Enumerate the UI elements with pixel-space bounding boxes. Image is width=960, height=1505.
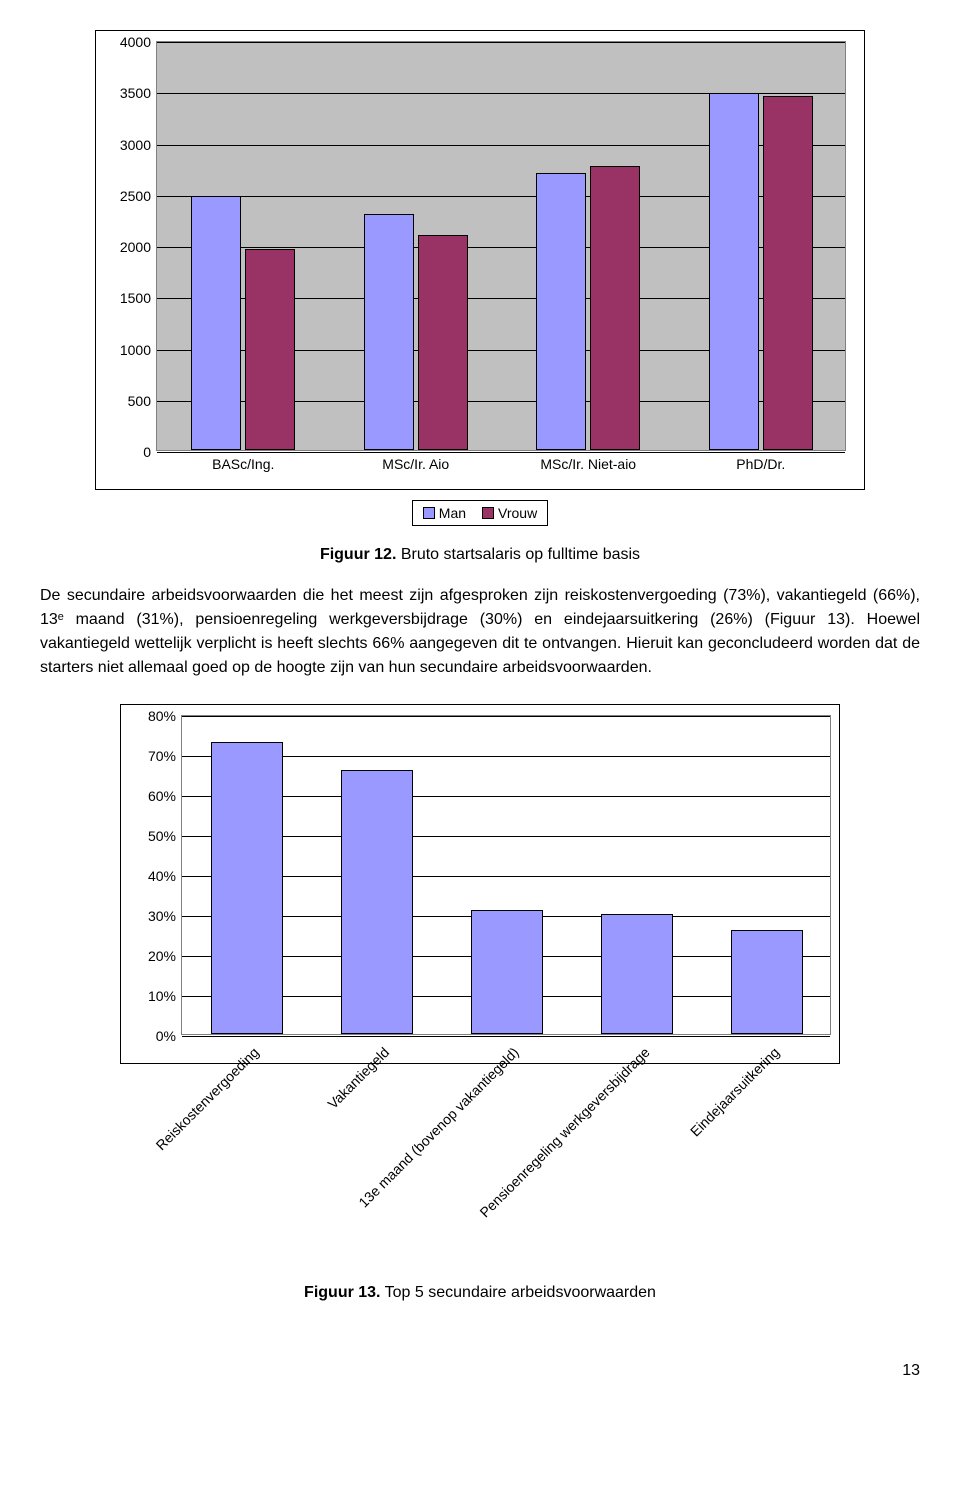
chart2-plot: 0%10%20%30%40%50%60%70%80%Reiskostenverg… xyxy=(181,715,831,1035)
chart1-ytick: 3000 xyxy=(120,137,157,153)
caption-figure-13: Figuur 13. Top 5 secundaire arbeidsvoorw… xyxy=(40,1284,920,1302)
chart1-legend: Man Vrouw xyxy=(412,500,548,526)
chart1-bar xyxy=(763,96,813,450)
chart2-gridline xyxy=(182,1036,830,1037)
chart2-bar xyxy=(471,910,543,1034)
chart1-bar xyxy=(364,214,414,450)
chart2-ytick: 40% xyxy=(148,868,182,884)
chart2: 0%10%20%30%40%50%60%70%80%Reiskostenverg… xyxy=(120,704,840,1064)
chart1-ytick: 2000 xyxy=(120,239,157,255)
chart2-bar xyxy=(341,770,413,1034)
chart1-bar xyxy=(536,173,586,450)
chart2-xtick: Vakantiegeld xyxy=(324,1044,392,1112)
chart2-ytick: 0% xyxy=(156,1028,182,1044)
legend-label: Vrouw xyxy=(498,505,537,521)
chart1-bar xyxy=(245,249,295,450)
chart2-ytick: 20% xyxy=(148,948,182,964)
chart1-xtick: MSc/Ir. Aio xyxy=(382,450,449,472)
chart1-ytick: 4000 xyxy=(120,34,157,50)
chart1-bar xyxy=(709,93,759,450)
legend-swatch xyxy=(423,507,435,519)
chart1-ytick: 1000 xyxy=(120,342,157,358)
chart1-bar xyxy=(590,166,640,450)
chart2-gridline xyxy=(182,716,830,717)
caption-12-label: Figuur 12. xyxy=(320,546,396,563)
chart1-plot: 05001000150020002500300035004000BASc/Ing… xyxy=(156,41,846,451)
chart2-ytick: 50% xyxy=(148,828,182,844)
chart2-bar xyxy=(211,742,283,1034)
chart1-gridline xyxy=(157,42,845,43)
chart1-xtick: MSc/Ir. Niet-aio xyxy=(540,450,636,472)
legend-item: Vrouw xyxy=(482,505,537,521)
chart2-ytick: 60% xyxy=(148,788,182,804)
chart2-xtick: Eindejaarsuitkering xyxy=(687,1044,783,1140)
chart1: 0 500 1000 1500 2000 2500 3000 3500 4000 BASc/Ing… xyxy=(95,30,865,490)
chart1-ytick: 0 xyxy=(143,444,157,460)
legend-swatch xyxy=(482,507,494,519)
chart1-ytick: 3500 xyxy=(120,85,157,101)
chart1-xtick: PhD/Dr. xyxy=(736,450,785,472)
chart2-bar xyxy=(731,930,803,1034)
chart2-container: 0% 10% 20% 30% 40% 50% 60% 70% 80% Reiskostenverg… xyxy=(120,704,840,1264)
chart2-xtick: Reiskostenvergoeding xyxy=(153,1044,262,1153)
chart1-xtick: BASc/Ing. xyxy=(212,450,274,472)
chart2-ytick: 30% xyxy=(148,908,182,924)
chart2-ytick: 10% xyxy=(148,988,182,1004)
caption-13-text: Top 5 secundaire arbeidsvoorwaarden xyxy=(381,1284,656,1301)
paragraph-secundaire-arbeidsvoorwaarden: De secundaire arbeidsvoorwaarden die het… xyxy=(40,584,920,680)
caption-13-label: Figuur 13. xyxy=(304,1284,380,1301)
caption-12-text: Bruto startsalaris op fulltime basis xyxy=(396,546,640,563)
chart2-ytick: 70% xyxy=(148,748,182,764)
chart2-xtick: 13e maand (bovenop vakantiegeld) xyxy=(355,1044,522,1211)
chart1-ytick: 1500 xyxy=(120,290,157,306)
chart1-bar xyxy=(191,196,241,450)
legend-item: Man xyxy=(423,505,466,521)
caption-figure-12: Figuur 12. Bruto startsalaris op fulltim… xyxy=(40,546,920,564)
chart1-ytick: 500 xyxy=(128,393,157,409)
chart1-container: 0 500 1000 1500 2000 2500 3000 3500 4000 BASc/Ing… xyxy=(95,30,865,526)
chart1-bar xyxy=(418,235,468,450)
legend-label: Man xyxy=(439,505,466,521)
chart1-ytick: 2500 xyxy=(120,188,157,204)
chart2-bar xyxy=(601,914,673,1034)
page-number: 13 xyxy=(40,1362,920,1380)
chart2-ytick: 80% xyxy=(148,708,182,724)
